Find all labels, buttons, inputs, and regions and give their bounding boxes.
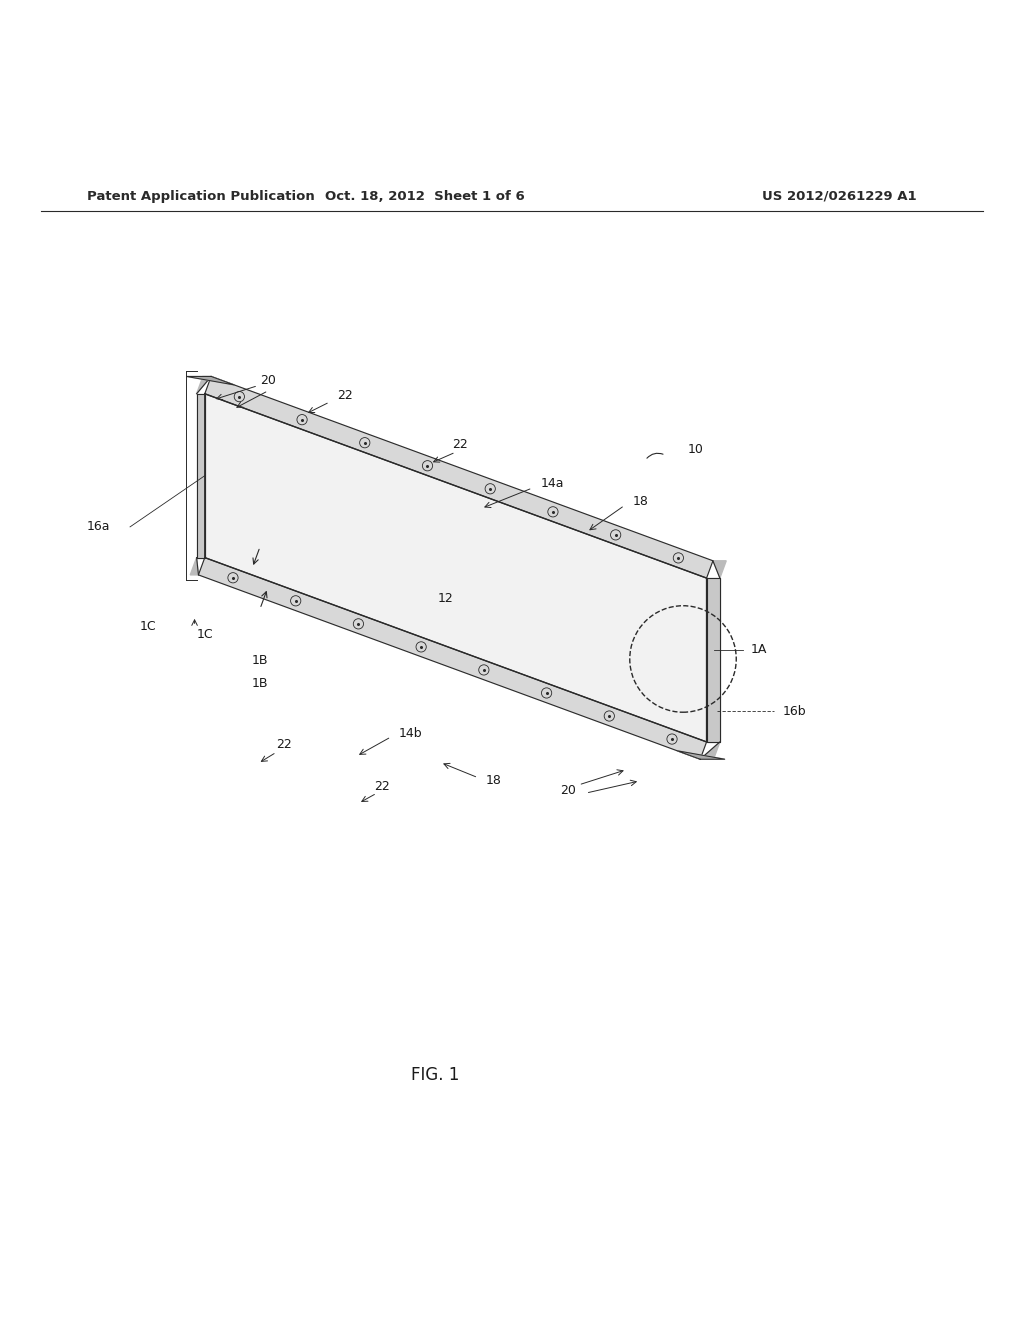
Text: 22: 22	[337, 389, 353, 403]
Text: 12: 12	[437, 593, 454, 605]
Text: FIG. 1: FIG. 1	[411, 1065, 460, 1084]
Text: 18: 18	[485, 775, 502, 787]
Text: Patent Application Publication: Patent Application Publication	[87, 190, 314, 203]
Text: 22: 22	[374, 780, 390, 793]
Text: 1A: 1A	[751, 643, 767, 656]
Polygon shape	[700, 742, 720, 759]
Text: 16a: 16a	[87, 520, 111, 533]
Text: 1B: 1B	[252, 677, 268, 690]
Text: 20: 20	[560, 784, 577, 796]
Polygon shape	[205, 393, 707, 742]
Text: Oct. 18, 2012  Sheet 1 of 6: Oct. 18, 2012 Sheet 1 of 6	[325, 190, 525, 203]
Polygon shape	[197, 393, 205, 557]
Text: 14b: 14b	[398, 727, 422, 741]
Polygon shape	[190, 557, 199, 576]
Text: 20: 20	[260, 374, 276, 387]
Polygon shape	[677, 751, 725, 759]
Text: 1C: 1C	[197, 628, 213, 642]
Polygon shape	[713, 561, 726, 578]
Text: 22: 22	[452, 438, 468, 451]
Text: US 2012/0261229 A1: US 2012/0261229 A1	[762, 190, 918, 203]
Polygon shape	[205, 376, 713, 578]
Text: 22: 22	[275, 738, 292, 751]
Text: 16b: 16b	[782, 705, 806, 718]
Polygon shape	[186, 376, 234, 385]
Text: 14a: 14a	[541, 478, 564, 490]
Polygon shape	[199, 557, 707, 759]
Polygon shape	[707, 578, 720, 742]
Text: 10: 10	[688, 442, 705, 455]
Text: 1C: 1C	[140, 619, 157, 632]
Polygon shape	[197, 376, 211, 393]
Text: 1B: 1B	[252, 653, 268, 667]
Text: 18: 18	[633, 495, 649, 508]
